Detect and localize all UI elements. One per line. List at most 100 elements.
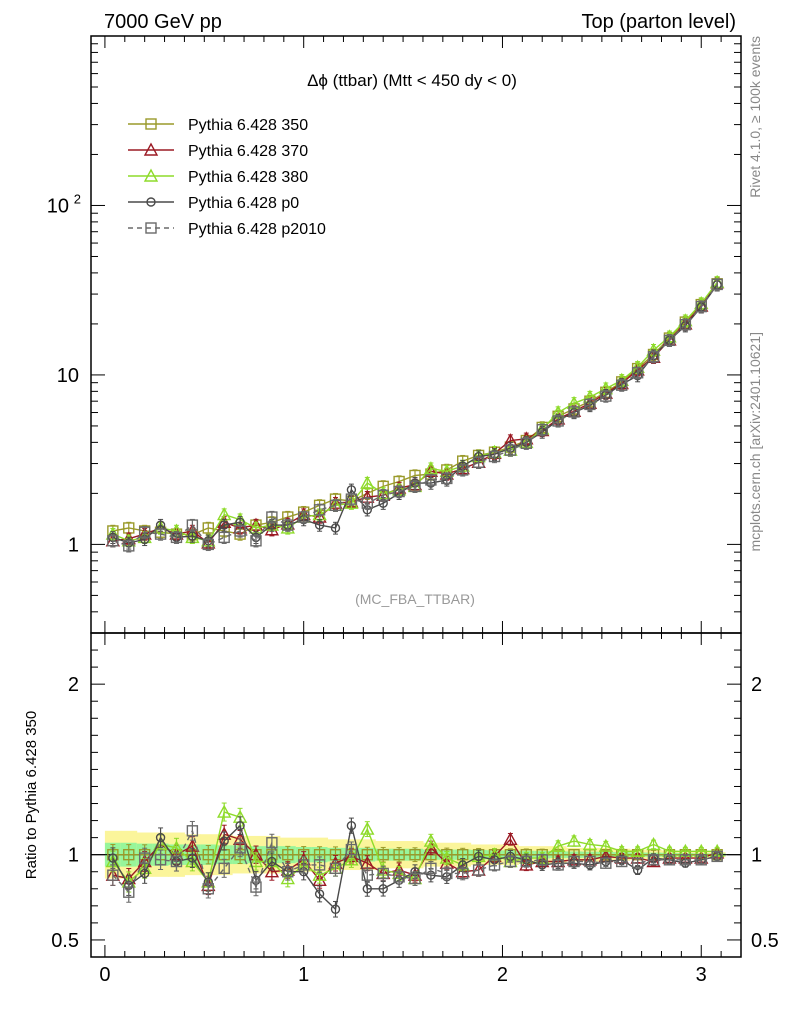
data-point — [250, 535, 262, 547]
ratio-series-layer — [105, 802, 725, 918]
rivet-label: Rivet 4.1.0, ≥ 100k events — [747, 36, 763, 198]
ratio-data-point — [425, 862, 437, 875]
y-tick-label: 10 — [47, 195, 69, 217]
series-2 — [105, 274, 725, 548]
header-right: Top (parton level) — [581, 11, 736, 33]
ratio-data-point — [503, 831, 518, 846]
series-3 — [108, 278, 722, 550]
series-4 — [107, 278, 723, 553]
ratio-data-point — [568, 855, 580, 868]
ratio-data-point — [346, 820, 357, 831]
legend-label: Pythia 6.428 350 — [188, 117, 308, 134]
ratio-data-point — [139, 868, 150, 879]
series-line — [112, 284, 718, 544]
data-point — [393, 485, 405, 498]
x-tick-label: 0 — [99, 964, 110, 986]
data-point — [282, 519, 294, 531]
ratio-data-point — [504, 855, 517, 868]
ratio-data-point — [267, 856, 277, 867]
data-point — [138, 526, 151, 538]
data-point — [361, 497, 373, 509]
ratio-ylabel: Ratio to Pythia 6.428 350 — [23, 711, 40, 879]
ratio-y-tick-label: 1 — [68, 845, 79, 867]
ratio-plot: 0 1 2 3 0.5 0.5 1 1 2 2 Ratio to Pythia 6.428 350 — [23, 632, 779, 986]
ratio-series-4 — [107, 820, 723, 903]
ratio-data-point — [138, 852, 151, 864]
data-point — [663, 334, 676, 347]
data-point — [647, 351, 660, 363]
data-point — [488, 450, 501, 463]
y-tick-label: 10 — [57, 365, 79, 387]
ratio-data-point — [441, 867, 453, 880]
legend: Pythia 6.428 350 Pythia 6.428 370 Pythia 6… — [128, 117, 326, 238]
data-point — [330, 523, 341, 533]
ratio-data-point — [711, 850, 723, 863]
data-point — [329, 499, 342, 512]
legend-label: Pythia 6.428 380 — [188, 169, 308, 186]
ratio-data-point — [217, 804, 232, 818]
plot-title: Δϕ (ttbar) (Mtt < 450 dy < 0) — [307, 71, 517, 90]
ratio-y-tick-label: 0.5 — [51, 930, 79, 952]
ratio-data-point — [107, 869, 119, 881]
ratio-data-point — [616, 855, 628, 868]
ratio-data-point — [155, 832, 166, 843]
data-point — [234, 525, 246, 537]
data-point — [600, 390, 612, 402]
ratio-y-tick-label-right: 1 — [751, 845, 762, 867]
ratio-data-point — [519, 857, 534, 871]
ratio-data-point — [344, 852, 359, 866]
ratio-data-point — [108, 853, 118, 863]
main-plot: 1 10 10 2 Δϕ (ttbar) (Mtt < 450 dy < 0) (MC… — [47, 35, 742, 634]
data-point — [568, 406, 580, 418]
data-point — [425, 474, 437, 486]
ratio-data-point — [550, 838, 566, 852]
header-left: 7000 GeV pp — [104, 11, 222, 33]
ratio-data-point — [377, 848, 389, 861]
ratio-data-point — [312, 867, 327, 881]
ratio-data-point — [695, 854, 707, 866]
data-point — [520, 437, 533, 449]
ratio-data-point — [393, 848, 405, 861]
series-line — [112, 284, 718, 547]
series-line — [112, 283, 718, 536]
watermark: (MC_FBA_TTBAR) — [355, 591, 475, 607]
ratio-data-point — [600, 857, 612, 869]
x-tick-label: 3 — [696, 964, 707, 986]
ratio-data-point — [345, 843, 358, 856]
legend-marker — [143, 142, 159, 156]
ratio-data-point — [630, 843, 645, 857]
ratio-data-point — [457, 867, 469, 880]
ratio-data-point — [536, 854, 548, 866]
data-point — [219, 520, 229, 530]
y-tick-label-exponent: 2 — [74, 191, 81, 206]
ratio-data-point — [378, 884, 388, 894]
data-point — [441, 472, 453, 485]
legend-label: Pythia 6.428 p2010 — [188, 221, 326, 238]
data-point — [202, 522, 214, 534]
data-point — [711, 278, 723, 291]
data-point — [552, 415, 564, 427]
legend-marker — [146, 197, 156, 207]
data-point — [360, 475, 375, 489]
data-point — [297, 511, 310, 523]
ratio-data-point — [266, 837, 278, 849]
x-tick-label: 2 — [497, 964, 508, 986]
data-point — [187, 531, 198, 541]
y-tick-label: 1 — [68, 534, 79, 556]
ratio-data-point — [123, 848, 135, 861]
data-point — [345, 493, 358, 505]
ratio-data-point — [647, 854, 660, 866]
data-point — [377, 489, 389, 501]
ratio-data-point — [646, 836, 661, 851]
ratio-data-point — [314, 889, 325, 899]
ratio-data-point — [631, 857, 644, 869]
main-series-layer — [105, 274, 725, 553]
ratio-data-point — [439, 850, 454, 864]
ratio-data-point — [362, 884, 372, 894]
ratio-data-point — [423, 833, 439, 847]
ratio-data-point — [377, 867, 389, 880]
ratio-data-point — [234, 842, 246, 854]
data-point — [695, 300, 707, 313]
data-point — [504, 444, 517, 456]
legend-label: Pythia 6.428 370 — [188, 143, 308, 160]
